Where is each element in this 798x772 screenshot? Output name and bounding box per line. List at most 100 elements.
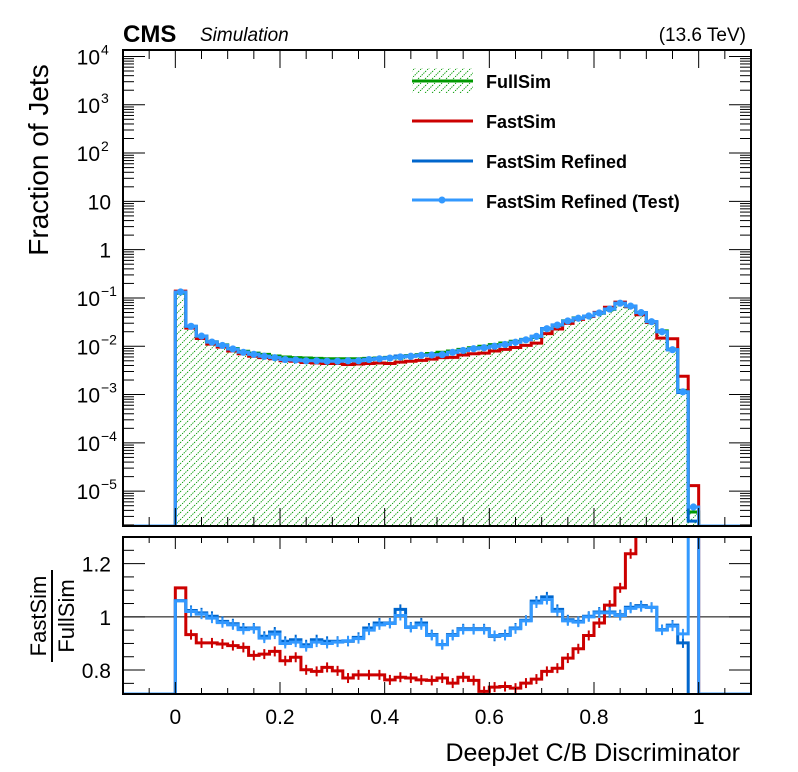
legend-label-fastsim-refined: FastSim Refined: [486, 152, 627, 172]
main-y-tick-label-exponent: −3: [101, 380, 117, 396]
data-point-fastsim-refined-test: [365, 355, 373, 364]
data-point-fastsim-refined-test: [490, 342, 499, 350]
ratio-y-label-numerator: FastSim: [26, 576, 51, 657]
main-frame: [122, 49, 752, 527]
legend: FullSim FastSim FastSim Refined FastSim …: [412, 68, 680, 212]
data-point-fastsim-refined-test: [637, 308, 645, 317]
main-y-tick-label-exponent: 4: [101, 41, 109, 57]
ratio-y-label-denominator: FullSim: [54, 579, 79, 652]
data-point-fastsim-refined-test: [459, 346, 467, 355]
data-point-fastsim-refined-test: [386, 354, 394, 362]
ratio-y-tick-label: 1.2: [82, 554, 111, 577]
data-point-fastsim-refined-test: [229, 345, 237, 353]
data-point-fastsim-refined-test: [407, 352, 415, 360]
main-y-tick-label: 10: [77, 143, 100, 166]
main-y-axis-label: Fraction of Jets: [23, 64, 54, 255]
series-fill-fullsim: [123, 293, 751, 526]
data-point-fastsim-refined-test: [239, 348, 247, 356]
data-point-fastsim-refined-test: [176, 288, 185, 296]
main-y-tick-label-exponent: 2: [101, 138, 109, 154]
data-point-fastsim-refined-test: [585, 312, 593, 320]
main-y-tick-label-exponent: −5: [101, 476, 117, 492]
data-point-fastsim-refined-test: [396, 353, 404, 361]
main-y-tick-label: 10: [77, 95, 100, 118]
main-y-tick-label-exponent: −2: [101, 331, 117, 347]
main-y-tick-label: 10: [77, 385, 100, 408]
data-point-fastsim-refined-test: [354, 357, 363, 365]
data-point-fastsim-refined-test: [302, 357, 310, 365]
data-point-fastsim-refined-test: [281, 355, 289, 364]
data-point-fastsim-refined-test: [470, 345, 478, 353]
data-point-fastsim-refined-test: [260, 352, 268, 360]
x-tick-label: 0: [169, 706, 181, 729]
data-point-fastsim-refined-test: [218, 341, 227, 350]
ratio-frame: [122, 536, 752, 695]
x-axis-label: DeepJet C/B Discriminator: [445, 739, 740, 767]
x-tick-label: 0.6: [475, 706, 504, 729]
main-y-tick-label: 10: [77, 433, 100, 456]
main-y-tick-label: 1: [99, 240, 111, 263]
data-point-fastsim-refined-test: [428, 351, 436, 359]
data-point-fastsim-refined-test: [689, 503, 698, 511]
energy-label: (13.6 TeV): [659, 25, 746, 46]
data-point-fastsim-refined-test: [313, 357, 321, 365]
data-point-fastsim-refined-test: [564, 317, 572, 325]
data-point-fastsim-refined-test: [250, 350, 258, 358]
x-tick-label: 0.4: [370, 706, 400, 729]
main-y-tick-label-exponent: −4: [101, 428, 117, 444]
legend-marker-fastsim-refined-test: [438, 196, 446, 204]
data-point-fastsim-refined-test: [627, 302, 635, 310]
data-point-fastsim-refined-test: [606, 305, 614, 313]
main-y-tick-label: 10: [77, 288, 100, 311]
data-point-fastsim-refined-test: [511, 338, 520, 346]
data-point-fastsim-refined-test: [532, 332, 541, 340]
data-point-fastsim-refined-test: [271, 354, 279, 362]
data-point-fastsim-refined-test: [449, 348, 457, 356]
data-point-fastsim-refined-test: [208, 338, 216, 346]
data-point-fastsim-refined-test: [438, 351, 446, 359]
main-y-tick-label: 10: [77, 46, 100, 69]
legend-item-fullsim: FullSim: [412, 68, 551, 93]
data-point-fastsim-refined-test: [679, 388, 687, 396]
data-point-fastsim-refined-test: [501, 340, 509, 349]
data-point-fastsim-refined-test: [658, 328, 666, 336]
data-point-fastsim-refined-test: [543, 325, 551, 333]
main-y-tick-label-exponent: 3: [101, 90, 109, 106]
ratio-y-tick-label: 1: [99, 607, 111, 630]
data-point-fastsim-refined-test: [553, 321, 561, 329]
ratio-y-tick-label: 0.8: [82, 660, 111, 683]
data-point-fastsim-refined-test: [333, 357, 342, 365]
data-point-fastsim-refined-test: [375, 355, 384, 363]
data-point-fastsim-refined-test: [668, 346, 677, 354]
data-point-fastsim-refined-test: [187, 322, 195, 330]
data-point-fastsim-refined-test: [344, 357, 352, 365]
simulation-label: Simulation: [200, 25, 289, 46]
data-point-fastsim-refined-test: [595, 309, 603, 317]
x-tick-label: 0.2: [265, 706, 294, 729]
ratio-y-axis-label: FastSim FullSim: [26, 570, 79, 662]
data-point-fastsim-refined-test: [417, 351, 425, 359]
data-point-fastsim-refined-test: [522, 336, 530, 344]
data-point-fastsim-refined-test: [323, 357, 331, 365]
legend-label-fastsim: FastSim: [486, 112, 556, 132]
data-point-fastsim-refined-test: [292, 356, 300, 364]
data-point-fastsim-refined-test: [647, 318, 656, 326]
data-point-fastsim-refined-test: [616, 299, 624, 307]
data-point-fastsim-refined-test: [197, 332, 206, 340]
x-tick-label: 0.8: [579, 706, 608, 729]
legend-item-fastsim-refined: FastSim Refined: [412, 152, 627, 172]
main-y-tick-label: 10: [88, 191, 111, 214]
main-y-tick-label-exponent: −1: [101, 283, 117, 299]
cms-label: CMS: [123, 21, 176, 48]
legend-item-fastsim-refined-test: FastSim Refined (Test): [412, 192, 680, 212]
legend-item-fastsim: FastSim: [412, 112, 556, 132]
data-point-fastsim-refined-test: [480, 344, 488, 352]
main-y-tick-label: 10: [77, 336, 100, 359]
legend-label-fullsim: FullSim: [486, 72, 551, 92]
main-y-tick-label: 10: [77, 481, 100, 504]
x-tick-label: 1: [693, 706, 705, 729]
data-point-fastsim-refined-test: [574, 314, 582, 322]
legend-label-fastsim-refined-test: FastSim Refined (Test): [486, 192, 680, 212]
